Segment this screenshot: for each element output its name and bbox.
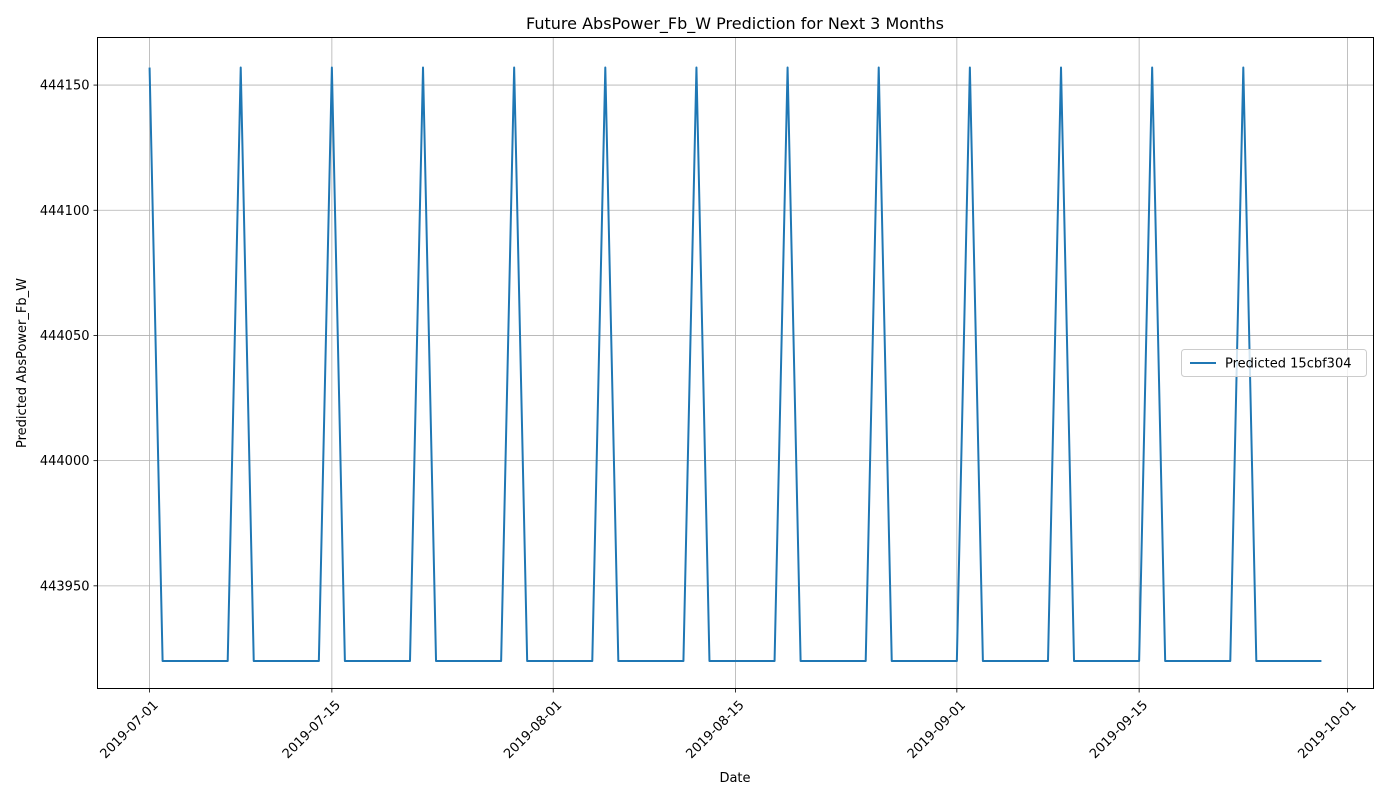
y-tick-label: 444100: [40, 204, 90, 219]
y-tick-label: 444000: [40, 454, 90, 469]
chart-title: Future AbsPower_Fb_W Prediction for Next…: [526, 14, 944, 34]
x-axis-label: Date: [719, 771, 750, 786]
legend-box: [1181, 349, 1367, 377]
y-axis: 443950 444000 444050 444100 444150: [40, 79, 98, 594]
y-tick-label: 444050: [40, 329, 90, 344]
y-axis-label: Predicted AbsPower_Fb_W: [15, 278, 30, 448]
series-layer: [148, 66, 1322, 662]
series-line: [148, 66, 1322, 662]
y-tick-label: 444150: [40, 79, 90, 94]
y-tick-label: 443950: [40, 579, 90, 594]
legend: Predicted 15cbf304: [1181, 349, 1367, 377]
legend-label: Predicted 15cbf304: [1225, 357, 1352, 372]
